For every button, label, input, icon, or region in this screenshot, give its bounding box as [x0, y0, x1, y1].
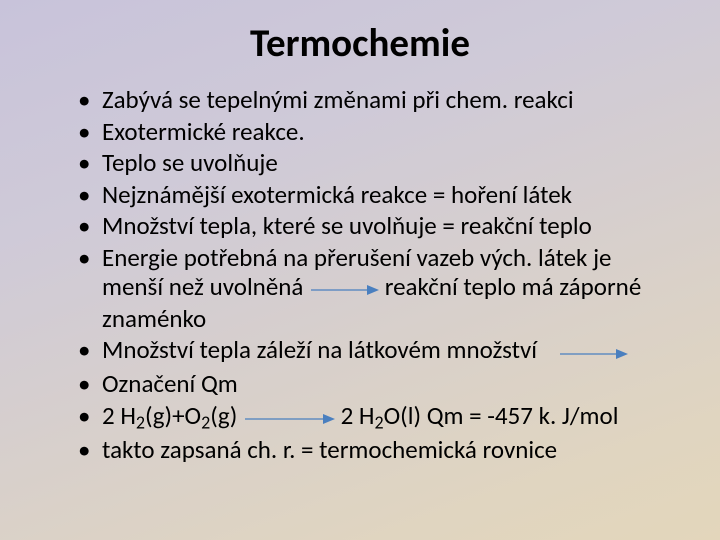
bullet-text: Teplo se uvolňuje	[102, 147, 278, 178]
eq-part: O(l) Qm = -457 k. J/mol	[384, 400, 619, 431]
list-item: Označení Qm	[78, 369, 670, 399]
arrow-icon	[243, 403, 335, 433]
bullet-text: Zabývá se tepelnými změnami při chem. re…	[102, 84, 574, 115]
slide-title: Termochemie	[50, 20, 670, 67]
arrow-icon	[558, 338, 628, 368]
list-item: Množství tepla, které se uvolňuje = reak…	[78, 211, 670, 241]
list-item: Energie potřebná na přerušení vazeb vých…	[78, 243, 670, 334]
list-item: Nejznámější exotermická reakce = hoření …	[78, 180, 670, 210]
arrow-svg	[309, 283, 379, 297]
arrow-svg	[243, 412, 335, 426]
list-item: Množství tepla záleží na látkovém množst…	[78, 335, 670, 367]
slide-root: Termochemie Zabývá se tepelnými změnami …	[0, 0, 720, 540]
bullet-list: Zabývá se tepelnými změnami při chem. re…	[50, 85, 670, 465]
eq-part: (g)	[210, 400, 237, 431]
subscript: 2	[201, 411, 210, 433]
bullet-text: Množství tepla, které se uvolňuje = reak…	[102, 210, 592, 241]
eq-part: 2 H	[102, 400, 136, 431]
subscript: 2	[136, 411, 145, 433]
subscript: 2	[375, 411, 384, 433]
arrow-icon	[309, 274, 379, 304]
bullet-text: Množství tepla záleží na látkovém množst…	[102, 334, 537, 365]
list-item: Teplo se uvolňuje	[78, 148, 670, 178]
list-item: takto zapsaná ch. r. = termochemická rov…	[78, 435, 670, 465]
list-item: Exotermické reakce.	[78, 117, 670, 147]
bullet-text: Nejznámější exotermická reakce = hoření …	[102, 179, 572, 210]
eq-part: 2 H	[341, 400, 375, 431]
list-item: Zabývá se tepelnými změnami při chem. re…	[78, 85, 670, 115]
arrow-svg	[558, 347, 628, 361]
bullet-text: takto zapsaná ch. r. = termochemická rov…	[102, 434, 557, 465]
list-item: 2 H2(g)+O2(g) 2 H2O(l) Qm = -457 k. J/mo…	[78, 401, 670, 434]
eq-part: (g)+O	[145, 400, 201, 431]
bullet-text: Exotermické reakce.	[102, 116, 305, 147]
bullet-text: Označení Qm	[102, 368, 238, 399]
